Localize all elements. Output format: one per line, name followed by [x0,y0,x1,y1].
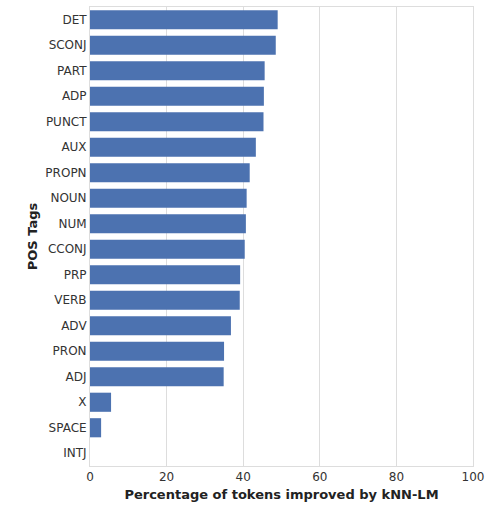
svg-text:INTJ: INTJ [63,446,86,460]
svg-text:80: 80 [389,470,404,484]
svg-text:X: X [78,395,86,409]
svg-text:PUNCT: PUNCT [46,115,87,129]
svg-text:40: 40 [236,470,251,484]
svg-text:100: 100 [462,470,485,484]
svg-text:SPACE: SPACE [49,421,87,435]
svg-text:NUM: NUM [58,217,86,231]
svg-text:ADV: ADV [61,319,87,333]
svg-text:AUX: AUX [61,140,86,154]
svg-text:20: 20 [159,470,174,484]
svg-text:VERB: VERB [54,293,86,307]
svg-text:POS Tags: POS Tags [25,203,40,271]
svg-text:PRON: PRON [53,344,87,358]
svg-text:ADP: ADP [62,89,87,103]
svg-text:DET: DET [62,13,87,27]
svg-text:ADJ: ADJ [66,370,87,384]
svg-text:Percentage of tokens improved: Percentage of tokens improved by kNN-LM [124,487,438,502]
svg-text:60: 60 [312,470,327,484]
svg-text:0: 0 [86,470,94,484]
svg-text:PROPN: PROPN [45,166,86,180]
svg-text:CCONJ: CCONJ [48,242,87,256]
svg-text:SCONJ: SCONJ [49,38,87,52]
svg-text:NOUN: NOUN [50,191,86,205]
svg-text:PART: PART [57,64,87,78]
svg-text:PRP: PRP [64,268,87,282]
